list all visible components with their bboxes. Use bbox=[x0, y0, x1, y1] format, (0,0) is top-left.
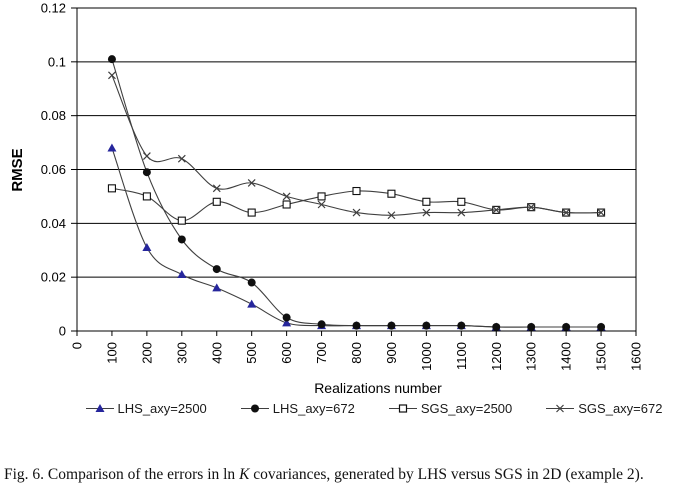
data-point-circle bbox=[142, 168, 151, 177]
x-tick-label: 1500 bbox=[594, 342, 609, 371]
data-point-triangle bbox=[177, 269, 187, 278]
x-tick-label: 600 bbox=[279, 342, 294, 364]
legend-entry-lhs-axy-672: LHS_axy=672 bbox=[240, 401, 355, 416]
data-point-circle bbox=[317, 320, 326, 329]
data-point-x bbox=[387, 211, 396, 220]
data-point-square bbox=[387, 189, 396, 198]
data-point-circle bbox=[387, 321, 396, 330]
data-point-square bbox=[457, 197, 466, 206]
legend-entry-lhs-axy-2500: LHS_axy=2500 bbox=[85, 401, 207, 416]
data-point-circle bbox=[177, 235, 186, 244]
data-point-x bbox=[422, 208, 431, 217]
data-point-x bbox=[247, 179, 256, 187]
triangle-marker-icon bbox=[85, 404, 114, 412]
x-tick-label: 400 bbox=[209, 342, 224, 364]
x-tick-label: 700 bbox=[314, 342, 329, 364]
figure-caption: Fig. 6. Comparison of the errors in ln K… bbox=[4, 466, 678, 484]
data-point-x bbox=[177, 154, 186, 163]
x-tick-label: 1300 bbox=[524, 342, 539, 371]
y-tick-label: 0.04 bbox=[41, 216, 66, 231]
x-tick-label: 1600 bbox=[629, 342, 644, 371]
data-point-circle bbox=[107, 55, 116, 64]
x-tick-label: 300 bbox=[174, 342, 189, 364]
data-point-circle bbox=[352, 321, 361, 330]
x-tick-label: 1000 bbox=[419, 342, 434, 371]
data-point-triangle bbox=[212, 283, 222, 292]
y-tick-label: 0.02 bbox=[41, 270, 66, 285]
legend-entry-sgs-axy-672: SGS_axy=672 bbox=[545, 401, 662, 416]
legend-label: LHS_axy=672 bbox=[272, 401, 355, 416]
data-point-x bbox=[212, 184, 221, 193]
legend-label: SGS_axy=2500 bbox=[420, 401, 513, 416]
square-marker-icon bbox=[388, 404, 417, 413]
y-tick-label: 0.08 bbox=[41, 108, 66, 123]
data-point-square bbox=[177, 216, 186, 225]
data-point-x bbox=[457, 208, 466, 217]
data-point-circle bbox=[527, 322, 536, 331]
x-tick-label: 900 bbox=[384, 342, 399, 364]
y-axis-title: RMSE bbox=[9, 148, 26, 191]
legend-label: SGS_axy=672 bbox=[578, 401, 663, 416]
chart-legend: LHS_axy=2500 LHS_axy=672 SGS_axy=2500 SG… bbox=[0, 401, 681, 416]
data-point-square bbox=[282, 200, 291, 209]
x-tick-label: 0 bbox=[70, 342, 85, 349]
y-tick-label: 0 bbox=[59, 324, 66, 339]
x-tick-label: 1200 bbox=[489, 342, 504, 371]
legend-entry-sgs-axy-2500: SGS_axy=2500 bbox=[388, 401, 512, 416]
x-marker-icon bbox=[546, 404, 575, 413]
data-point-square bbox=[352, 186, 361, 196]
data-point-triangle bbox=[142, 243, 152, 252]
data-point-circle bbox=[212, 265, 221, 274]
data-point-circle bbox=[282, 313, 291, 322]
data-point-square bbox=[142, 192, 151, 201]
data-point-x bbox=[317, 200, 326, 209]
data-point-circle bbox=[422, 321, 431, 330]
data-point-circle bbox=[492, 322, 501, 331]
caption-prefix: Fig. 6. Comparison of the errors in ln bbox=[4, 466, 240, 483]
x-tick-label: 100 bbox=[104, 342, 119, 364]
rmse-line-chart: RMSE Realizations number 0 0.02 0.04 0.06 0.… bbox=[9, 1, 644, 397]
data-point-triangle bbox=[107, 143, 117, 152]
data-point-circle bbox=[562, 322, 571, 331]
data-point-square bbox=[212, 197, 221, 206]
x-tick-label: 1100 bbox=[454, 342, 469, 370]
data-point-square bbox=[422, 197, 431, 206]
y-tick-label: 0.1 bbox=[48, 54, 66, 69]
x-tick-label: 800 bbox=[349, 342, 364, 364]
data-point-triangle bbox=[247, 299, 257, 308]
data-point-circle bbox=[247, 278, 256, 287]
data-point-x bbox=[352, 208, 361, 217]
data-point-circle bbox=[457, 321, 466, 330]
x-axis-title: Realizations number bbox=[314, 380, 442, 396]
data-point-x bbox=[597, 208, 605, 217]
data-point-x bbox=[527, 203, 536, 212]
circle-marker-icon bbox=[240, 404, 269, 413]
data-point-x bbox=[562, 208, 571, 217]
caption-suffix: covariances, generated by LHS versus SGS… bbox=[249, 466, 644, 483]
data-point-x bbox=[492, 205, 501, 214]
data-point-x bbox=[282, 192, 291, 201]
data-point-circle bbox=[597, 322, 606, 331]
data-point-x bbox=[108, 71, 116, 80]
caption-emphasis: K bbox=[239, 466, 250, 483]
data-point-square bbox=[107, 184, 116, 193]
data-point-triangle bbox=[282, 318, 292, 327]
x-tick-label: 1400 bbox=[559, 342, 574, 371]
legend-label: LHS_axy=2500 bbox=[117, 401, 207, 416]
data-point-square bbox=[247, 208, 256, 217]
x-tick-label: 200 bbox=[139, 342, 154, 364]
series-line-0 bbox=[111, 147, 602, 328]
data-point-square bbox=[317, 192, 326, 201]
y-tick-label: 0.12 bbox=[41, 1, 66, 16]
x-tick-label: 500 bbox=[244, 342, 259, 364]
data-point-x bbox=[142, 152, 151, 160]
y-tick-label: 0.06 bbox=[41, 162, 66, 177]
